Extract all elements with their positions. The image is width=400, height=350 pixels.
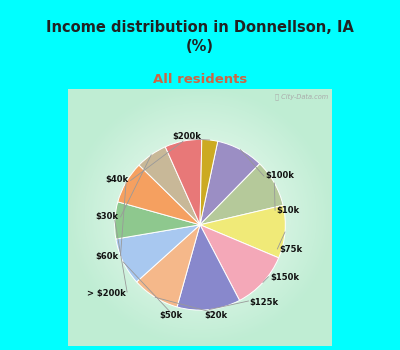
Text: Income distribution in Donnellson, IA
(%): Income distribution in Donnellson, IA (%… <box>46 20 354 54</box>
Text: $20k: $20k <box>204 311 227 320</box>
Text: $30k: $30k <box>96 212 119 221</box>
Text: $40k: $40k <box>106 175 129 184</box>
Text: $200k: $200k <box>172 132 201 141</box>
Wedge shape <box>200 205 285 258</box>
Text: $150k: $150k <box>270 273 299 282</box>
Text: $60k: $60k <box>96 252 119 261</box>
Text: $50k: $50k <box>159 311 182 320</box>
Text: ⓘ City-Data.com: ⓘ City-Data.com <box>275 93 328 100</box>
Wedge shape <box>200 139 218 225</box>
Text: $75k: $75k <box>279 245 302 254</box>
Wedge shape <box>200 225 279 300</box>
Wedge shape <box>165 139 202 225</box>
Wedge shape <box>200 141 260 225</box>
Wedge shape <box>136 225 200 307</box>
Text: All residents: All residents <box>153 73 247 86</box>
Wedge shape <box>115 202 200 239</box>
Text: > $200k: > $200k <box>87 289 126 298</box>
Text: $100k: $100k <box>266 170 294 180</box>
Text: $125k: $125k <box>250 298 279 307</box>
Wedge shape <box>139 147 200 225</box>
Wedge shape <box>200 164 283 225</box>
Wedge shape <box>116 225 200 282</box>
Text: $10k: $10k <box>277 205 300 215</box>
Wedge shape <box>177 225 240 310</box>
Wedge shape <box>118 165 200 225</box>
